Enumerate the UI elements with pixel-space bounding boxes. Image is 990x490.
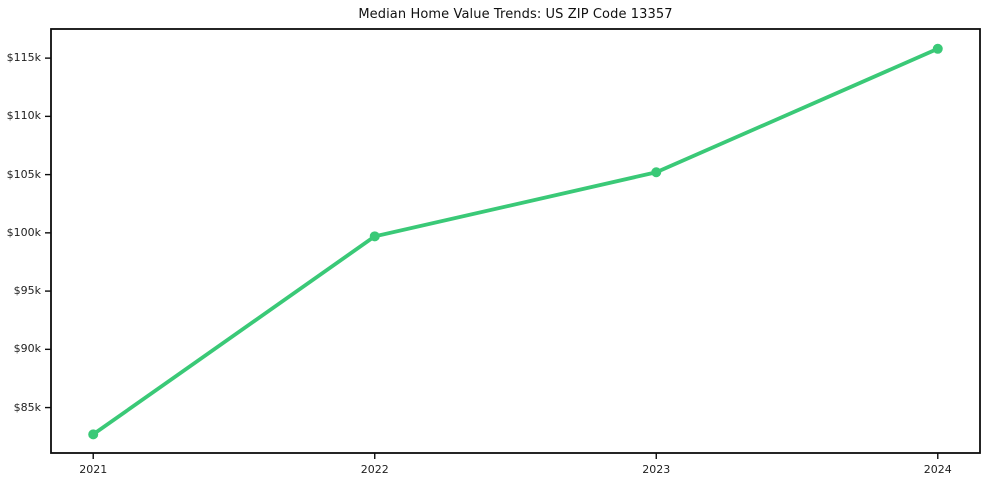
x-axis-tick-label: 2023 bbox=[642, 463, 671, 476]
y-axis-tick-label: $100k bbox=[6, 225, 41, 239]
data-point-2023 bbox=[651, 167, 662, 178]
y-axis-tick-label: $90k bbox=[13, 342, 41, 356]
plot-border bbox=[50, 28, 981, 454]
data-point-2021 bbox=[88, 429, 99, 440]
x-axis-tick-label: 2022 bbox=[360, 463, 389, 476]
y-axis-tick-label: $85k bbox=[13, 400, 41, 414]
y-axis-tick-label: $95k bbox=[13, 284, 41, 298]
x-axis-tick-label: 2021 bbox=[79, 463, 108, 476]
x-axis-tick-label: 2024 bbox=[923, 463, 952, 476]
y-axis-tick-label: $105k bbox=[6, 167, 41, 181]
data-point-2022 bbox=[369, 231, 380, 242]
y-axis-tick-label: $110k bbox=[6, 109, 41, 123]
line-series bbox=[91, 46, 940, 437]
data-point-2024 bbox=[932, 43, 943, 54]
chart-title: Median Home Value Trends: US ZIP Code 13… bbox=[358, 7, 673, 22]
y-axis-tick-label: $115k bbox=[6, 51, 41, 65]
